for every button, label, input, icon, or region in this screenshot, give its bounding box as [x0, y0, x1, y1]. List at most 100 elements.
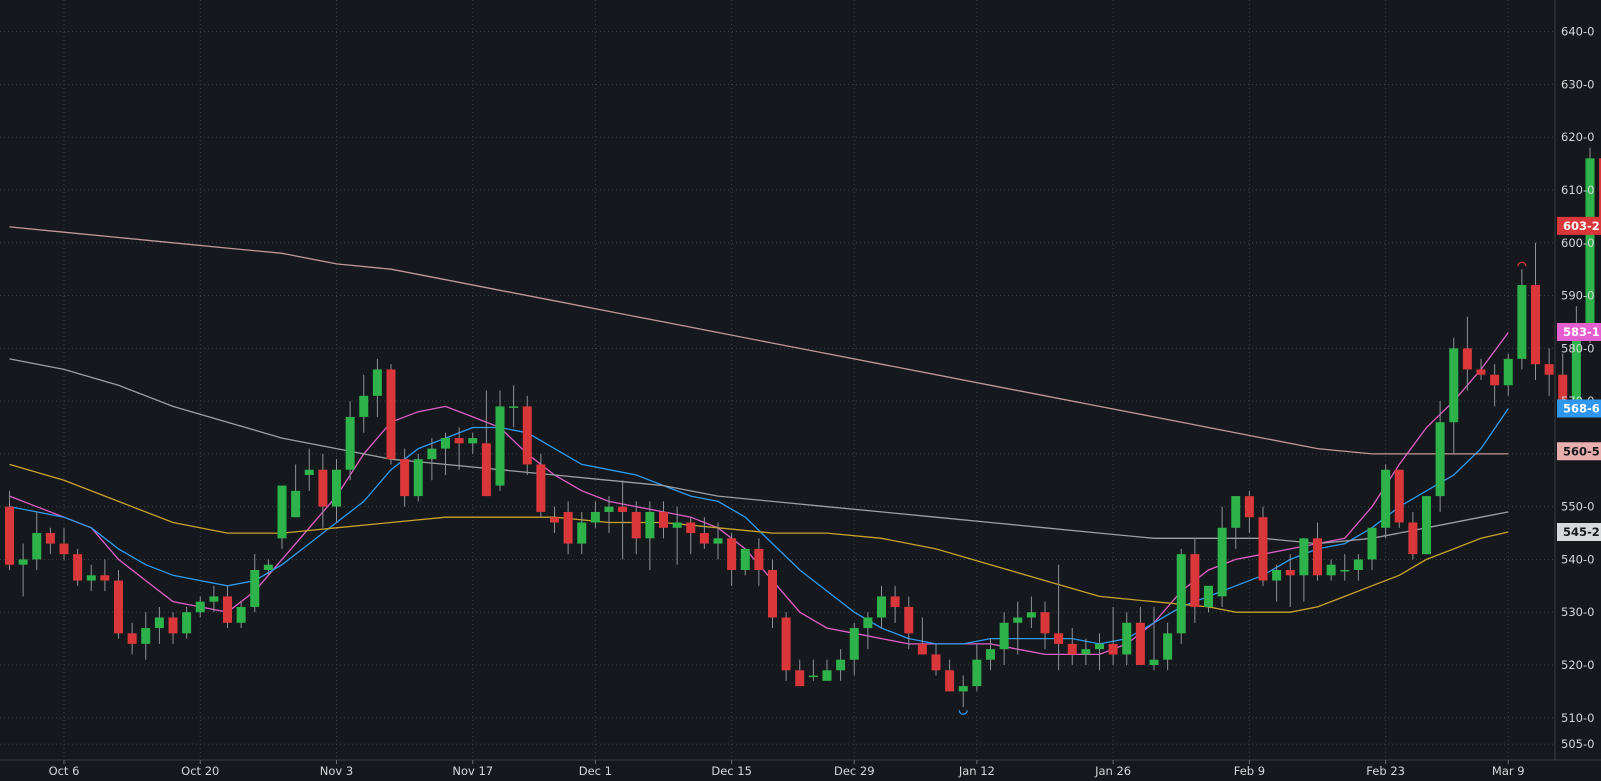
- candle-body-up: [986, 649, 995, 660]
- candle-body-up: [345, 416, 355, 470]
- candle-body-down: [454, 438, 464, 444]
- x-tick-label: Jan 26: [1094, 764, 1131, 778]
- candle-body-down: [686, 522, 696, 534]
- candle-body-up: [509, 406, 519, 408]
- ma-line-1: [9, 408, 1509, 645]
- y-tick-label: 620-0: [1561, 130, 1594, 144]
- candle-body-down: [1067, 643, 1077, 655]
- candle-body-up: [713, 538, 723, 544]
- candle-body-up: [291, 490, 301, 518]
- candle-body-up: [1026, 612, 1036, 618]
- candle-body-up: [577, 522, 587, 544]
- candle-body-down: [114, 580, 123, 634]
- candle-body-up: [1326, 564, 1336, 576]
- candle-body-up: [277, 485, 287, 539]
- candle-body-up: [1367, 527, 1377, 560]
- y-tick-label: 590-0: [1561, 289, 1594, 303]
- price-tag-badge: [1557, 523, 1601, 541]
- candle-body-up: [1353, 559, 1363, 570]
- candle-body-up: [1231, 496, 1241, 528]
- candle-body-down: [1558, 374, 1568, 407]
- x-tick-label: Feb 23: [1366, 764, 1405, 778]
- x-tick-label: Mar 9: [1492, 764, 1525, 778]
- candle-body-down: [1108, 643, 1118, 655]
- candle-body-up: [141, 628, 151, 644]
- x-tick-label: Nov 17: [452, 764, 493, 778]
- candle-body-down: [481, 443, 491, 497]
- candle-body-down: [890, 596, 900, 607]
- ma-line-2: [9, 463, 1509, 613]
- candle-body-down: [127, 633, 137, 644]
- candle-body-down: [1394, 469, 1404, 523]
- candle-body-down: [904, 606, 914, 634]
- candle-body-up: [1381, 469, 1391, 528]
- candle-body-down: [1599, 158, 1601, 227]
- candle-body-down: [618, 506, 628, 512]
- low-marker: [958, 710, 968, 715]
- x-tick-label: Oct 20: [181, 764, 219, 778]
- candle-body-up: [332, 469, 341, 507]
- candle-body-down: [917, 643, 927, 655]
- candle-body-down: [318, 469, 328, 507]
- x-tick-label: Jan 12: [958, 764, 995, 778]
- candle-body-up: [972, 659, 982, 687]
- candle-body-down: [550, 517, 559, 523]
- candle-body-down: [400, 459, 410, 497]
- candle-body-up: [1149, 659, 1159, 665]
- candle-body-up: [263, 564, 273, 570]
- candle-body-up: [182, 612, 192, 634]
- candle-body-up: [372, 369, 382, 396]
- candle-body-up: [1571, 332, 1581, 407]
- candle-body-down: [1040, 612, 1050, 634]
- candle-body-up: [195, 601, 205, 613]
- candle-body-up: [1013, 617, 1023, 623]
- candle-body-down: [1462, 348, 1472, 370]
- x-tick-label: Oct 6: [49, 764, 80, 778]
- candle-body-down: [1190, 554, 1200, 607]
- candle-body-up: [1122, 622, 1132, 655]
- candle-body-up: [1449, 348, 1459, 423]
- candle-body-up: [1435, 422, 1445, 497]
- candle-body-up: [604, 506, 614, 512]
- ma-line-3: [9, 358, 1509, 545]
- candles: [5, 147, 1601, 708]
- candle-body-up: [1176, 554, 1186, 634]
- y-tick-label: 510-0: [1561, 711, 1594, 725]
- candle-body-up: [1585, 158, 1595, 333]
- candle-body-down: [1531, 285, 1540, 365]
- x-tick-label: Dec 15: [711, 764, 752, 778]
- price-tag-label: 583-1: [1563, 325, 1600, 339]
- candle-body-down: [931, 654, 941, 671]
- candle-body-down: [631, 511, 641, 539]
- high-marker: [1517, 261, 1527, 267]
- price-tag-label: 560-5: [1563, 444, 1600, 458]
- candle-body-up: [740, 548, 750, 570]
- candle-body-up: [468, 438, 478, 444]
- candle-body-up: [836, 659, 846, 671]
- candle-body-up: [154, 617, 164, 629]
- candle-body-down: [699, 533, 709, 544]
- candle-body-up: [1340, 570, 1350, 572]
- candle-body-up: [1299, 538, 1309, 576]
- x-axis: Oct 6 Oct 20 Nov 3 Nov 17 Dec 1 Dec 15 Dec 29 J…: [49, 760, 1525, 778]
- y-tick-label: 580-0: [1561, 341, 1594, 355]
- candle-body-down: [168, 617, 178, 634]
- candle-body-up: [359, 395, 369, 417]
- x-tick-label: Nov 3: [320, 764, 353, 778]
- candle-body-down: [73, 554, 83, 581]
- x-tick-label: Dec 1: [579, 764, 612, 778]
- candle-body-up: [209, 596, 219, 602]
- candle-body-down: [1544, 364, 1554, 375]
- candle-body-down: [768, 570, 777, 618]
- candle-body-down: [1054, 633, 1064, 644]
- candle-body-down: [536, 464, 546, 512]
- y-tick-label: 520-0: [1561, 658, 1594, 672]
- candle-body-up: [822, 670, 832, 681]
- candle-body-up: [672, 522, 682, 528]
- candle-body-down: [795, 670, 805, 687]
- candle-body-up: [958, 686, 968, 692]
- candle-body-up: [1163, 633, 1173, 660]
- price-tag-label: 545-2: [1563, 525, 1600, 539]
- price-tag-badge: [1557, 322, 1601, 341]
